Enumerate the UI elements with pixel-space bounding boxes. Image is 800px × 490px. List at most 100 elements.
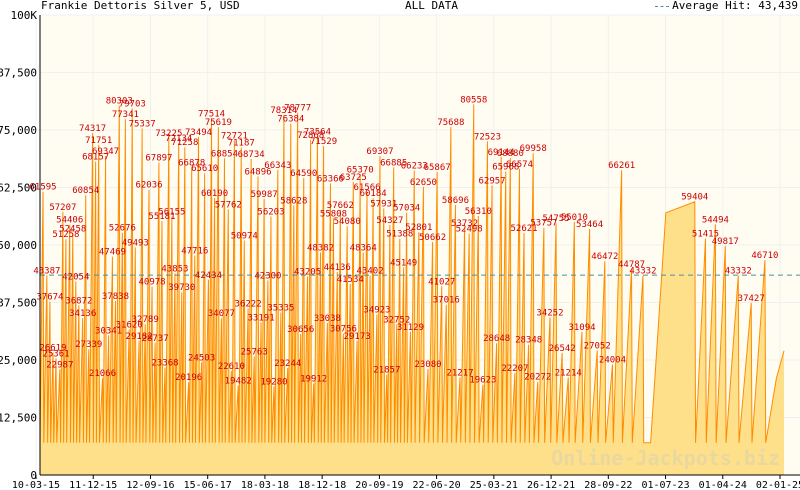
peak-label: 27339 <box>75 340 102 350</box>
y-tick-label: 62,500 <box>0 182 37 195</box>
y-tick-label: 87,500 <box>0 67 37 80</box>
peak-label: 20196 <box>175 373 202 383</box>
peak-label: 37427 <box>738 294 765 304</box>
peak-label: 37674 <box>36 293 63 303</box>
x-tick-label: 25-03-21 <box>470 480 518 490</box>
peak-label: 49493 <box>122 238 149 248</box>
peak-label: 23080 <box>414 360 441 370</box>
peak-label: 49817 <box>712 237 739 247</box>
average-legend-label: Average Hit: 43,439 <box>672 0 798 12</box>
peak-label: 69958 <box>520 144 547 154</box>
peak-label: 36872 <box>65 296 92 306</box>
range-label[interactable]: ALL DATA <box>405 0 458 12</box>
peak-label: 60184 <box>360 189 387 199</box>
peak-label: 30656 <box>287 325 314 335</box>
peak-label: 19912 <box>300 374 327 384</box>
peak-label: 41027 <box>428 277 455 287</box>
peak-label: 54494 <box>702 215 729 225</box>
peak-label: 73494 <box>185 128 212 138</box>
peak-label: 53464 <box>576 220 603 230</box>
peak-label: 44787 <box>618 260 645 270</box>
peak-label: 24503 <box>188 353 215 363</box>
peak-label: 43332 <box>629 267 656 277</box>
peak-label: 33191 <box>248 313 275 323</box>
peak-label: 24004 <box>599 356 626 366</box>
y-tick-label: 75,000 <box>0 124 37 137</box>
peak-label: 25763 <box>241 347 268 357</box>
peak-label: 29182 <box>126 332 153 342</box>
x-tick-label: 22-06-20 <box>413 480 461 490</box>
peak-label: 30341 <box>95 326 122 336</box>
peak-label: 43205 <box>294 267 321 277</box>
peak-label: 57207 <box>49 203 76 213</box>
x-tick-label: 18-03-18 <box>241 480 289 490</box>
y-tick-label: 12,500 <box>0 412 37 425</box>
peak-label: 51415 <box>692 229 719 239</box>
peak-label: 37838 <box>102 292 129 302</box>
peak-label: 68854 <box>211 149 238 159</box>
peak-label: 32789 <box>132 315 159 325</box>
peak-label: 47716 <box>181 247 208 257</box>
peak-label: 72134 <box>165 134 192 144</box>
peak-label: 66343 <box>264 161 291 171</box>
peak-label: 66261 <box>608 161 635 171</box>
peak-label: 56310 <box>465 207 492 217</box>
peak-label: 53732 <box>451 219 478 229</box>
peak-label: 32752 <box>383 315 410 325</box>
x-tick-label: 12-09-16 <box>126 480 174 490</box>
peak-label: 66878 <box>178 158 205 168</box>
y-tick-label: 50,000 <box>0 239 37 252</box>
peak-label: 44136 <box>324 263 351 273</box>
peak-label: 58696 <box>442 196 469 206</box>
peak-label: 68734 <box>238 150 265 160</box>
area-series <box>39 104 785 475</box>
peak-label: 42300 <box>254 271 281 281</box>
peak-label: 74317 <box>79 124 106 134</box>
peak-label: 21066 <box>89 369 116 379</box>
peak-label: 52621 <box>511 224 538 234</box>
peak-label: 64590 <box>290 169 317 179</box>
peak-label: 27052 <box>584 342 611 352</box>
peak-label: 71187 <box>228 139 255 149</box>
peak-label: 59987 <box>251 190 278 200</box>
peak-label: 63366 <box>317 175 344 185</box>
peak-label: 62650 <box>410 178 437 188</box>
peak-label: 21214 <box>555 368 582 378</box>
peak-label: 29173 <box>344 332 371 342</box>
peak-label: 55181 <box>148 212 175 222</box>
peak-label: 22610 <box>218 362 245 372</box>
peak-label: 43402 <box>357 266 384 276</box>
peak-label: 72868 <box>297 131 324 141</box>
peak-label: 20272 <box>524 373 551 383</box>
peak-label: 55010 <box>561 213 588 223</box>
peak-label: 66885 <box>380 158 407 168</box>
peak-label: 52676 <box>109 224 136 234</box>
watermark: Online-Jackpots.biz <box>551 446 780 470</box>
peak-label: 62036 <box>135 181 162 191</box>
peak-label: 54406 <box>56 216 83 226</box>
peak-label: 65610 <box>191 164 218 174</box>
chart-title: Frankie Dettoris Silver 5, USD <box>41 0 240 12</box>
x-tick-label: 01-04-24 <box>699 480 747 490</box>
peak-label: 60854 <box>72 186 99 196</box>
peak-label: 63725 <box>340 173 367 183</box>
peak-label: 57762 <box>215 200 242 210</box>
peak-label: 55808 <box>320 209 347 219</box>
peak-label: 28737 <box>142 334 169 344</box>
peak-label: 19623 <box>469 376 496 386</box>
y-tick-label: 25,000 <box>0 354 37 367</box>
peak-label: 78314 <box>270 106 297 116</box>
x-tick-label: 28-09-22 <box>584 480 632 490</box>
peak-label: 68157 <box>82 152 109 162</box>
peak-label: 72721 <box>221 131 248 141</box>
peak-label: 77341 <box>112 110 139 120</box>
x-tick-label: 10-03-15 <box>12 480 60 490</box>
x-tick-label: 20-09-19 <box>355 480 403 490</box>
peak-label: 45149 <box>390 258 417 268</box>
peak-label: 56203 <box>257 207 284 217</box>
peak-label: 62957 <box>478 176 505 186</box>
peak-label: 57931 <box>370 200 397 210</box>
peak-label: 19482 <box>225 376 252 386</box>
peak-label: 40978 <box>139 278 166 288</box>
peak-label: 60190 <box>201 189 228 199</box>
